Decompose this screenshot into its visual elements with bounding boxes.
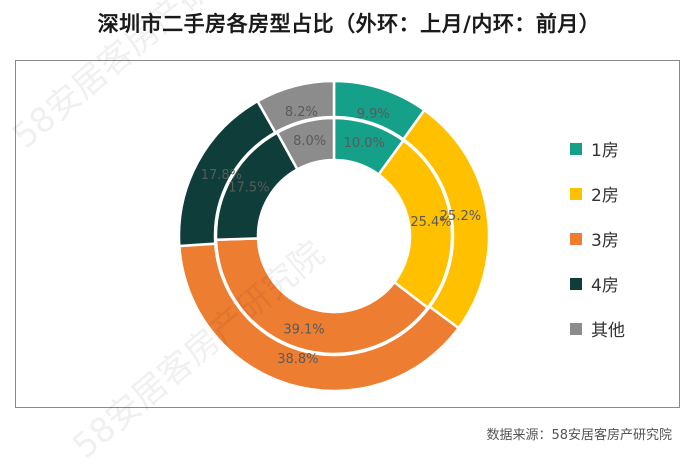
legend-label: 其他 — [591, 321, 625, 341]
legend-item: 3房 — [570, 216, 625, 261]
outer-ring-data-label: 9.9% — [357, 107, 390, 122]
legend-swatch — [570, 277, 582, 290]
legend-swatch — [570, 142, 582, 155]
legend-swatch — [570, 232, 582, 245]
outer-ring-data-label: 8.2% — [285, 105, 318, 120]
chart-frame — [15, 60, 680, 408]
legend-label: 1房 — [591, 141, 619, 161]
outer-ring-data-label: 17.8% — [201, 168, 242, 183]
legend-item: 1房 — [570, 126, 625, 171]
chart-title: 深圳市二手房各房型占比（外环：上月/内环：前月） — [97, 12, 601, 36]
outer-ring-data-label: 25.2% — [440, 209, 481, 224]
legend-item: 其他 — [570, 306, 625, 351]
inner-ring-data-label: 25.4% — [410, 215, 451, 230]
legend-label: 2房 — [591, 186, 619, 206]
outer-ring-data-label: 38.8% — [277, 352, 318, 367]
inner-ring-slice — [275, 116, 336, 172]
inner-ring-data-label: 39.1% — [283, 322, 324, 337]
legend-swatch — [570, 322, 582, 335]
inner-ring-data-label: 10.0% — [344, 136, 385, 151]
legend-item: 2房 — [570, 171, 625, 216]
data-source-note: 数据来源：58安居客房产研究院 — [486, 428, 672, 443]
legend-label: 3房 — [591, 231, 619, 251]
inner-ring-data-label: 17.5% — [228, 180, 269, 195]
inner-ring-data-label: 8.0% — [293, 134, 326, 149]
legend-swatch — [570, 187, 582, 200]
legend-label: 4房 — [591, 276, 619, 296]
legend: 1房 2房 3房 4房其他 — [570, 126, 625, 351]
inner-ring-slice — [214, 237, 430, 356]
legend-item: 4房 — [570, 261, 625, 306]
